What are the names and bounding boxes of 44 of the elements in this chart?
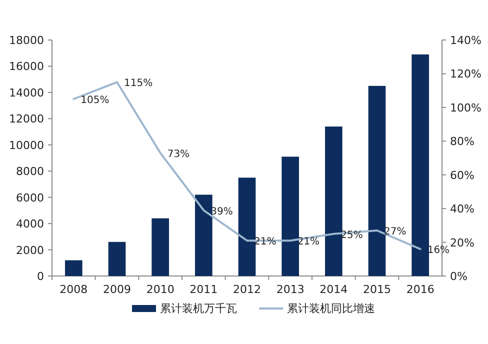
- x-tick-label: 2012: [233, 283, 261, 296]
- bar: [325, 126, 342, 276]
- bar: [108, 242, 126, 276]
- bar: [65, 260, 82, 276]
- y2-tick-label: 20%: [450, 236, 474, 250]
- y-tick-label: 0: [37, 270, 44, 283]
- x-tick-label: 2011: [190, 283, 218, 296]
- data-label: 105%: [80, 95, 110, 106]
- bar: [238, 178, 256, 276]
- data-label: 115%: [124, 78, 153, 90]
- y2-tick-label: 140%: [450, 34, 482, 47]
- y-tick-label: 18000: [9, 34, 44, 47]
- y2-tick-label: 80%: [450, 135, 474, 148]
- y-tick-label: 2000: [16, 244, 44, 257]
- y2-tick-label: 120%: [450, 68, 482, 81]
- y-tick-label: 6000: [16, 191, 44, 204]
- data-label: 21%: [254, 236, 276, 248]
- bar: [368, 86, 386, 276]
- y2-tick-label: 0%: [450, 270, 468, 283]
- legend-label: 累计装机万千瓦: [160, 302, 237, 315]
- y-tick-label: 8000: [16, 165, 44, 178]
- y2-tick-label: 60%: [450, 168, 474, 182]
- x-tick-label: 2013: [276, 283, 304, 296]
- y-tick-label: 16000: [9, 60, 44, 74]
- y-tick-label: 12000: [9, 112, 44, 126]
- y2-tick-label: 40%: [450, 202, 474, 216]
- bar: [152, 218, 169, 276]
- y-tick-label: 4000: [16, 218, 44, 231]
- legend-label: 累计装机同比增速: [287, 302, 375, 315]
- x-tick-label: 2008: [60, 283, 88, 296]
- bar: [195, 194, 212, 276]
- data-label: 27%: [384, 226, 406, 238]
- y-tick-label: 14000: [9, 86, 44, 100]
- y-tick-label: 10000: [9, 138, 44, 152]
- x-tick-label: 2016: [406, 283, 434, 296]
- x-tick-label: 2014: [320, 283, 348, 296]
- bar: [282, 156, 299, 276]
- x-tick-label: 2015: [363, 283, 391, 296]
- x-tick-label: 2009: [103, 283, 131, 296]
- bar: [412, 54, 429, 276]
- x-tick-label: 2010: [146, 283, 174, 296]
- data-label: 73%: [167, 148, 190, 160]
- y2-tick-label: 100%: [450, 101, 482, 114]
- data-label: 25%: [340, 230, 363, 241]
